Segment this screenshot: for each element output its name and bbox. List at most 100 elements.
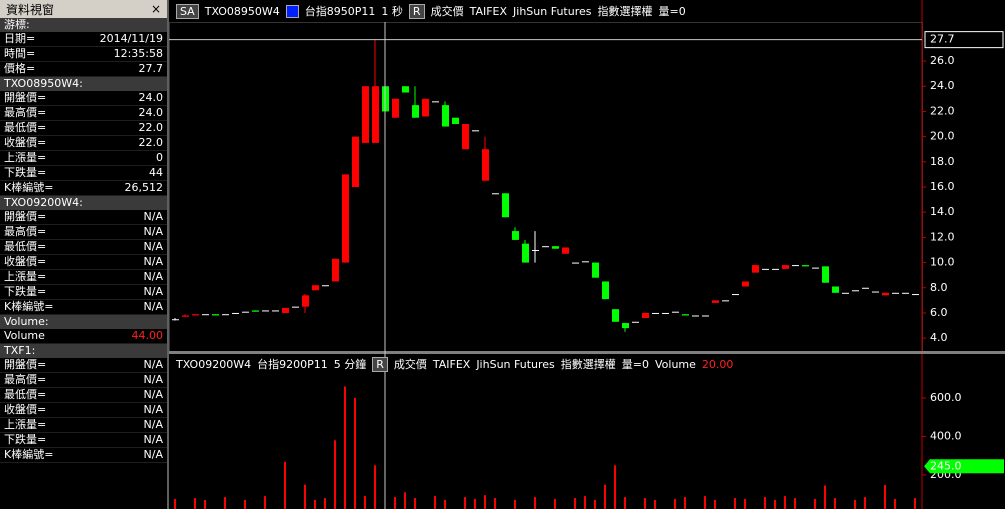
- candle-body: [752, 265, 759, 273]
- volume-bar: [344, 386, 346, 509]
- candle-body: [552, 246, 559, 249]
- price-panel-border: [169, 22, 923, 352]
- candle-body: [612, 309, 619, 322]
- row-value: 2014/11/19: [99, 32, 163, 45]
- candle-body: [272, 310, 279, 312]
- volume-bar: [584, 496, 586, 509]
- candle-body: [232, 312, 239, 314]
- row-label: 上漲量=: [4, 418, 47, 431]
- volume-bar: [434, 496, 436, 509]
- candle-body: [772, 268, 779, 270]
- candle-body: [632, 321, 639, 323]
- toolbar-text: 1 秒: [381, 5, 403, 18]
- toolbar-button[interactable]: R: [408, 3, 425, 19]
- candle-body: [912, 294, 919, 296]
- volume-bar: [684, 497, 686, 509]
- y-tick-label: 4.0: [930, 331, 948, 344]
- panel-row: 下跌量= N/A: [0, 285, 167, 300]
- toolbar-text: TXO08950W4: [204, 4, 280, 18]
- candle-body: [422, 98, 429, 117]
- volume-bar: [174, 498, 176, 509]
- candle-body: [792, 265, 799, 267]
- panel-row: 開盤價= 24.0: [0, 91, 167, 106]
- panel-title: 資料視窗: [6, 2, 55, 17]
- row-label: 最高價=: [4, 373, 47, 386]
- row-value: 24.0: [138, 91, 164, 104]
- row-value: N/A: [143, 433, 163, 446]
- volume-bar: [814, 498, 816, 509]
- panel-splitter: [169, 351, 1005, 354]
- row-label: 收盤價=: [4, 255, 47, 268]
- volume-bar: [884, 484, 886, 509]
- close-button[interactable]: ×: [150, 2, 161, 16]
- volume-bar: [374, 465, 376, 509]
- volume-bar: [534, 497, 536, 509]
- color-swatch[interactable]: [285, 4, 299, 18]
- candle-body: [332, 258, 339, 282]
- panel-row: 上漲量= N/A: [0, 418, 167, 433]
- candle-body: [292, 306, 299, 308]
- row-label: 下跌量=: [4, 433, 47, 446]
- panel-title-bar: 資料視窗 ×: [0, 0, 167, 18]
- candle-body: [822, 266, 829, 283]
- row-label: 上漲量=: [4, 151, 47, 164]
- y-tick-label: 18.0: [930, 155, 955, 168]
- candle-body: [732, 294, 739, 296]
- y-tick-label: 600.0: [930, 391, 962, 404]
- toolbar-button[interactable]: R: [372, 356, 388, 372]
- row-label: 下跌量=: [4, 285, 47, 298]
- candle-body: [712, 300, 719, 303]
- candle-body: [892, 292, 899, 294]
- volume-bar: [774, 499, 776, 509]
- panel-row: K棒編號= 26,512: [0, 181, 167, 196]
- candle-body: [282, 307, 289, 313]
- row-value: N/A: [143, 403, 163, 416]
- row-value: 12:35:58: [113, 47, 163, 60]
- candle-body: [362, 86, 369, 143]
- row-value: N/A: [143, 300, 163, 313]
- row-label: 收盤價=: [4, 403, 47, 416]
- y-tick-label: 14.0: [930, 205, 955, 218]
- toolbar-text: TXO09200W4: [176, 357, 252, 371]
- candle-body: [692, 315, 699, 317]
- volume-bar: [334, 440, 336, 509]
- candle-body: [812, 267, 819, 269]
- volume-bar: [834, 498, 836, 509]
- volume-bar: [894, 498, 896, 509]
- panel-row: 上漲量= 0: [0, 151, 167, 166]
- volume-bar: [284, 461, 286, 509]
- volume-bar: [554, 498, 556, 509]
- candle-body: [662, 312, 669, 314]
- candle-body: [322, 285, 329, 287]
- candle-body: [622, 323, 629, 329]
- candle-body: [582, 261, 589, 263]
- row-label: K棒編號=: [4, 181, 54, 194]
- panel-row: 最高價= N/A: [0, 225, 167, 240]
- candle-body: [832, 286, 839, 293]
- candle-body: [862, 287, 869, 289]
- toolbar-button[interactable]: SA: [176, 3, 199, 19]
- volume-bar: [764, 497, 766, 509]
- candle-body: [592, 262, 599, 278]
- toolbar-text: 成交價: [393, 358, 427, 371]
- row-label: 最高價=: [4, 225, 47, 238]
- candle-body: [672, 311, 679, 313]
- candle-body: [742, 281, 749, 287]
- candle-body: [492, 193, 499, 195]
- row-label: 時間=: [4, 47, 36, 60]
- row-value: 22.0: [138, 136, 164, 149]
- candle-body: [802, 265, 809, 267]
- volume-bar: [674, 498, 676, 509]
- candle-body: [782, 265, 789, 269]
- toolbar-text: TAIFEX: [432, 357, 471, 371]
- section-header: TXF1:: [0, 344, 167, 358]
- panel-row: 價格= 27.7: [0, 62, 167, 77]
- candle-body: [172, 319, 179, 321]
- panel-row: 開盤價= N/A: [0, 358, 167, 373]
- row-value: 0: [156, 151, 163, 164]
- volume-bar: [574, 498, 576, 509]
- row-value: N/A: [143, 448, 163, 461]
- volume-bar: [194, 498, 196, 509]
- volume-bar: [654, 499, 656, 509]
- panel-row: 時間= 12:35:58: [0, 47, 167, 62]
